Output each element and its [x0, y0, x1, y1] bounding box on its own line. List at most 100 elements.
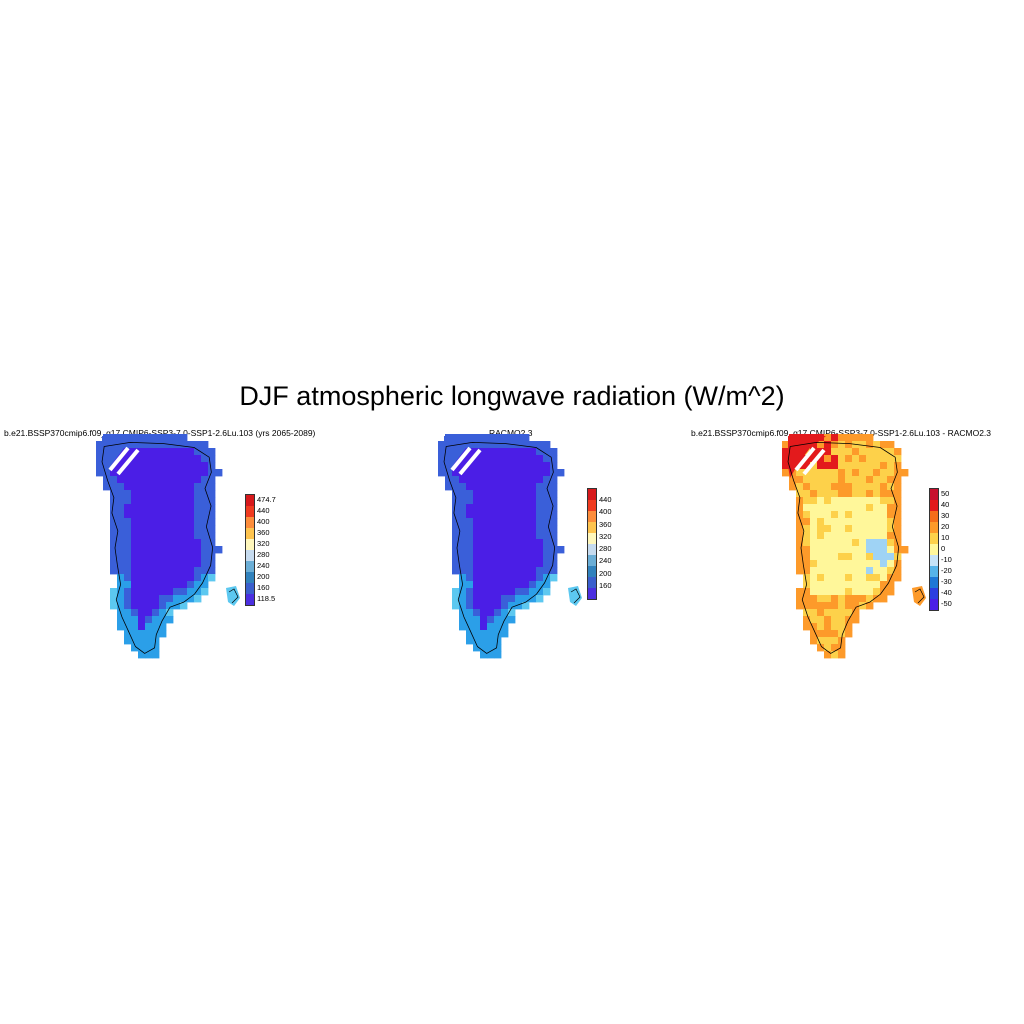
grid-cell: [473, 532, 481, 540]
grid-cell: [536, 518, 544, 526]
grid-cell: [480, 546, 488, 554]
grid-cell: [810, 532, 818, 540]
grid-cell: [466, 532, 474, 540]
grid-cell: [459, 476, 467, 484]
grid-cell: [845, 462, 853, 470]
grid-cell: [145, 497, 153, 505]
panel-title-difference: b.e21.BSSP370cmip6.f09_g17.CMIP6-SSP3-7.…: [691, 428, 992, 438]
grid-cell: [543, 504, 551, 512]
grid-cell: [536, 539, 544, 547]
grid-cell: [887, 532, 895, 540]
grid-cell: [817, 623, 825, 631]
grid-cell: [473, 616, 481, 624]
grid-cell: [452, 553, 460, 561]
grid-cell: [187, 441, 195, 449]
grid-cell: [810, 448, 818, 456]
grid-cell: [124, 455, 132, 463]
grid-cell: [817, 616, 825, 624]
grid-cell: [131, 455, 139, 463]
grid-cell: [810, 469, 818, 477]
grid-cell: [852, 553, 860, 561]
grid-cell: [873, 476, 881, 484]
grid-cell: [145, 623, 153, 631]
grid-cell: [824, 553, 832, 561]
grid-cell: [159, 441, 167, 449]
grid-cell: [96, 441, 104, 449]
grid-cell: [824, 455, 832, 463]
grid-cell: [810, 497, 818, 505]
grid-cell: [859, 462, 867, 470]
grid-cell: [887, 483, 895, 491]
grid-cell: [880, 595, 888, 603]
grid-cell: [859, 574, 867, 582]
grid-cell: [831, 511, 839, 519]
grid-cell: [536, 448, 544, 456]
grid-cell: [145, 602, 153, 610]
grid-cell: [796, 483, 804, 491]
grid-cell: [494, 448, 502, 456]
grid-cell: [522, 434, 530, 442]
grid-cell: [880, 490, 888, 498]
grid-cell: [166, 490, 174, 498]
grid-cell: [145, 644, 153, 652]
grid-cell: [796, 560, 804, 568]
grid-cell: [201, 518, 209, 526]
grid-cell: [459, 539, 467, 547]
grid-cell: [152, 441, 160, 449]
grid-cell: [473, 518, 481, 526]
grid-cell: [838, 595, 846, 603]
grid-cell: [866, 602, 874, 610]
grid-cell: [166, 518, 174, 526]
grid-cell: [508, 490, 516, 498]
grid-cell: [480, 455, 488, 463]
grid-cell: [466, 616, 474, 624]
fjord-gap: [116, 448, 140, 476]
grid-cell: [166, 602, 174, 610]
grid-cell: [852, 532, 860, 540]
grid-cell: [459, 588, 467, 596]
grid-cell: [187, 546, 195, 554]
colorbar-swatch: [930, 522, 938, 533]
grid-cell: [110, 490, 118, 498]
grid-cell: [166, 497, 174, 505]
grid-cell: [508, 434, 516, 442]
grid-cell: [838, 490, 846, 498]
grid-cell: [859, 539, 867, 547]
colorbar-label: -40: [941, 587, 952, 597]
grid-cell: [880, 525, 888, 533]
grid-cell: [159, 560, 167, 568]
grid-cell: [536, 483, 544, 491]
grid-cell: [445, 476, 453, 484]
grid-cell: [873, 497, 881, 505]
colorbar-label: 240: [257, 560, 270, 570]
grid-cell: [459, 483, 467, 491]
grid-cell: [452, 525, 460, 533]
grid-cell: [145, 490, 153, 498]
grid-cell: [557, 469, 565, 477]
grid-cell: [117, 504, 125, 512]
grid-cell: [810, 616, 818, 624]
grid-cell: [459, 532, 467, 540]
grid-cell: [201, 476, 209, 484]
grid-cell: [138, 455, 146, 463]
grid-cell: [131, 483, 139, 491]
grid-cell: [124, 616, 132, 624]
grid-cell: [501, 581, 509, 589]
grid-cell: [480, 630, 488, 638]
grid-cell: [152, 504, 160, 512]
grid-cell: [536, 581, 544, 589]
grid-cell: [480, 581, 488, 589]
grid-cell: [166, 595, 174, 603]
grid-cell: [810, 483, 818, 491]
grid-cell: [117, 602, 125, 610]
grid-cell: [131, 525, 139, 533]
grid-cell: [138, 434, 146, 442]
grid-cell: [173, 560, 181, 568]
grid-cell: [494, 455, 502, 463]
grid-cell: [501, 532, 509, 540]
grid-cell: [145, 609, 153, 617]
grid-cell: [831, 588, 839, 596]
grid-cell: [824, 616, 832, 624]
grid-cell: [852, 602, 860, 610]
grid-cell: [852, 497, 860, 505]
